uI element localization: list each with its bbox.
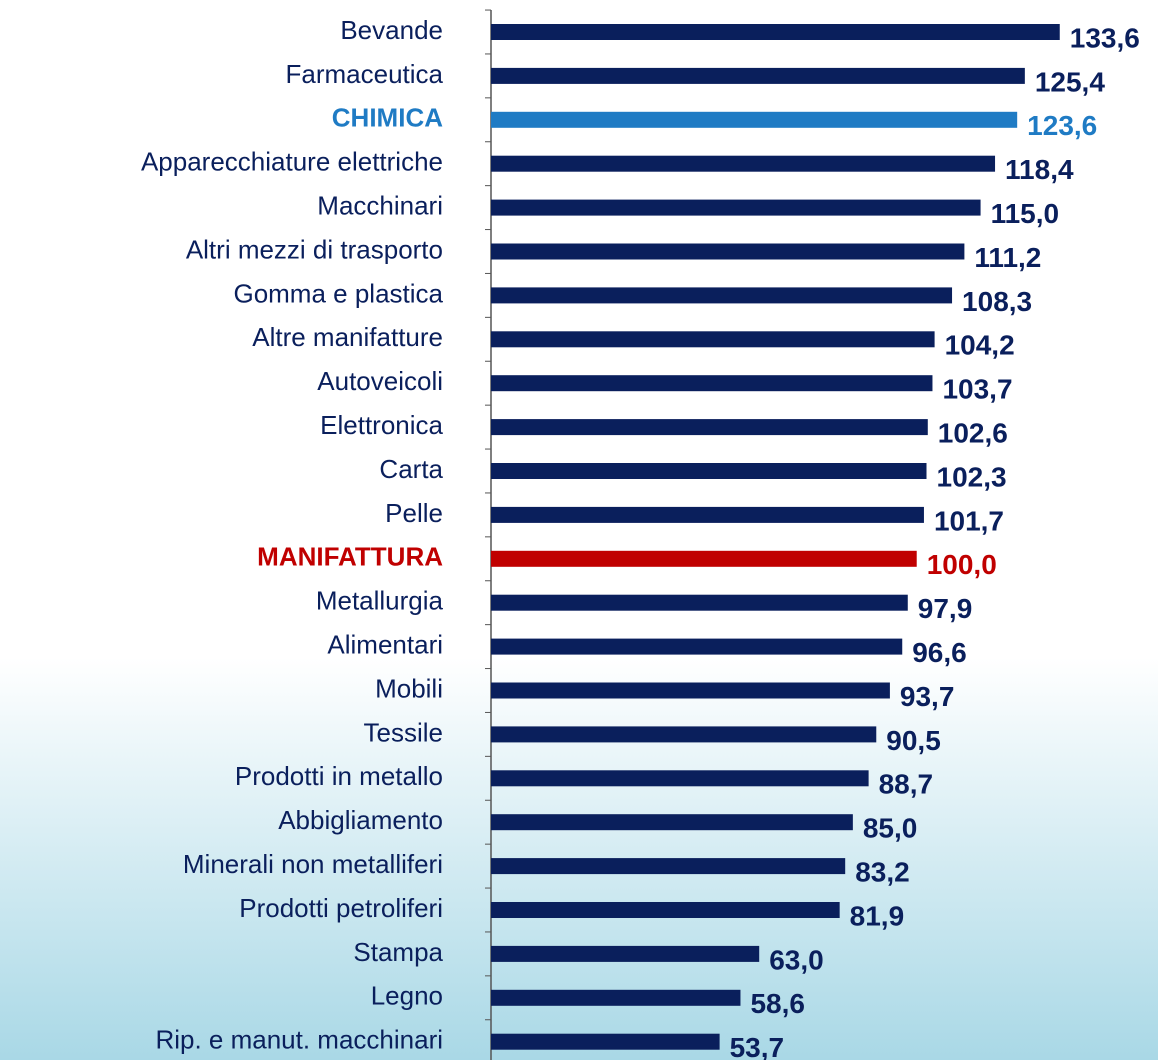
value-label: 101,7 — [934, 505, 1004, 536]
bar — [491, 1033, 720, 1050]
bar — [491, 945, 760, 962]
bar — [491, 638, 903, 655]
value-label: 115,0 — [991, 198, 1060, 229]
value-label: 100,0 — [927, 549, 997, 580]
bar — [491, 331, 935, 348]
bar — [491, 726, 877, 743]
category-label: Altri mezzi di trasporto — [186, 234, 443, 264]
bar — [491, 375, 933, 392]
bar — [491, 902, 840, 918]
bar — [491, 989, 741, 1006]
bar — [491, 550, 917, 567]
category-label: Apparecchiature elettriche — [141, 147, 443, 177]
category-label: Prodotti petroliferi — [239, 893, 443, 923]
category-label: Stampa — [353, 937, 443, 967]
category-label: Elettronica — [320, 410, 443, 440]
value-label: 85,0 — [863, 813, 918, 844]
bar — [491, 24, 1060, 40]
category-label: Gomma e plastica — [233, 278, 443, 308]
bar — [491, 419, 928, 436]
value-label: 93,7 — [900, 681, 955, 712]
value-label: 58,6 — [750, 988, 805, 1019]
category-label: Macchinari — [317, 190, 443, 220]
bar — [491, 770, 869, 787]
category-label: Bevande — [340, 15, 443, 45]
bar — [491, 67, 1025, 84]
value-label: 111,2 — [974, 242, 1041, 273]
category-label: Metallurgia — [316, 586, 444, 616]
category-label: Rip. e manut. macchinari — [155, 1025, 443, 1055]
value-label: 102,3 — [937, 461, 1007, 492]
value-label: 90,5 — [886, 725, 941, 756]
value-label: 118,4 — [1005, 154, 1074, 185]
value-label: 83,2 — [855, 856, 910, 887]
category-label: Autoveicoli — [317, 366, 443, 396]
value-label: 102,6 — [938, 417, 1008, 448]
category-label: Legno — [371, 981, 443, 1011]
bar — [491, 243, 965, 260]
value-label: 97,9 — [918, 593, 973, 624]
bar — [491, 463, 927, 479]
value-label: 123,6 — [1027, 110, 1097, 141]
category-label: MANIFATTURA — [257, 542, 443, 572]
category-label: Mobili — [375, 673, 443, 703]
category-label: Minerali non metalliferi — [183, 849, 443, 879]
category-label: Alimentari — [327, 629, 443, 659]
category-label: Farmaceutica — [286, 59, 444, 89]
category-label: Altre manifatture — [252, 322, 443, 352]
category-label: Carta — [379, 454, 443, 484]
value-label: 104,2 — [945, 330, 1015, 361]
bar — [491, 506, 924, 523]
value-label: 133,6 — [1070, 22, 1140, 53]
value-label: 125,4 — [1035, 66, 1105, 97]
bar — [491, 199, 981, 216]
value-label: 96,6 — [912, 637, 967, 668]
bar — [491, 858, 846, 875]
value-label: 108,3 — [962, 286, 1032, 317]
category-label: Pelle — [385, 498, 443, 528]
category-label: Tessile — [364, 717, 443, 747]
bar — [491, 814, 853, 831]
bar — [491, 682, 890, 699]
category-label: Abbigliamento — [278, 805, 443, 835]
value-label: 88,7 — [879, 769, 934, 800]
bar — [491, 111, 1018, 128]
category-label: Prodotti in metallo — [235, 761, 443, 791]
bar — [491, 287, 953, 304]
value-label: 103,7 — [942, 374, 1012, 405]
bar — [491, 155, 996, 172]
bar — [491, 594, 908, 611]
value-label: 81,9 — [850, 900, 905, 931]
category-label: CHIMICA — [332, 103, 443, 133]
value-label: 63,0 — [769, 944, 824, 975]
value-label: 53,7 — [730, 1032, 785, 1060]
